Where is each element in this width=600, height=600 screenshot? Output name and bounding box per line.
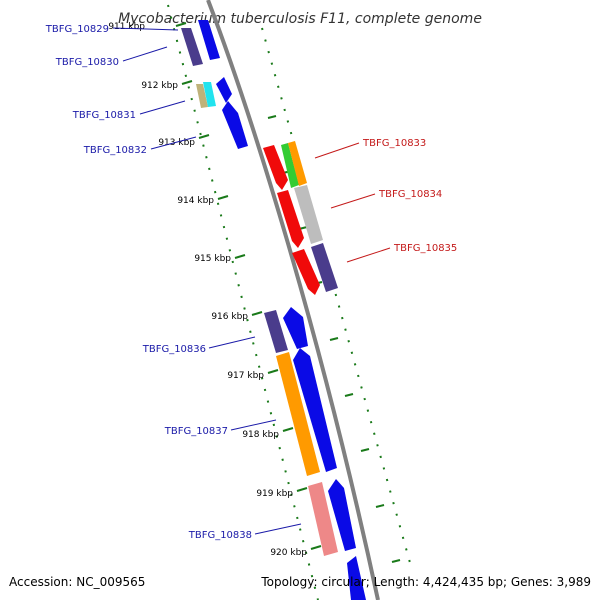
gene-feature-tbfg-10838-blue <box>328 479 356 551</box>
gene-feature-tbfg-10836-navy <box>264 310 288 353</box>
tick-labels: 911 kbp 912 kbp 913 kbp 914 kbp 915 kbp 916 k… <box>108 22 307 558</box>
tick-label: 912 kbp <box>141 81 178 91</box>
gene-label-line-tbfg-10838 <box>254 523 302 535</box>
gene-feature-tbfg-10833-green <box>281 143 299 188</box>
gene-label[interactable]: TBFG_10838 <box>188 530 252 541</box>
gene-label[interactable]: TBFG_10831 <box>72 110 136 121</box>
tick-mark <box>329 337 339 341</box>
gene-features <box>181 20 366 600</box>
gene-feature-tbfg-10830 <box>198 20 220 60</box>
tick-label: 911 kbp <box>108 22 145 32</box>
ruler-line-right <box>261 27 413 571</box>
tick-label: 920 kbp <box>270 548 307 558</box>
gene-label-line-tbfg-10832 <box>150 136 197 150</box>
tick-mark <box>360 448 370 452</box>
tick-mark <box>198 134 210 139</box>
tick-mark <box>296 487 308 492</box>
gene-label[interactable]: TBFG_10832 <box>83 145 147 156</box>
tick-label: 916 kbp <box>211 312 248 322</box>
gene-label[interactable]: TBFG_10834 <box>378 189 442 200</box>
genome-summary-text: Topology: circular; Length: 4,424,435 bp… <box>260 575 591 589</box>
gene-label-line-tbfg-10831 <box>139 100 186 115</box>
tick-mark <box>344 393 354 397</box>
gene-feature-tbfg-10837-blue <box>293 348 337 472</box>
gene-label-line-tbfg-10829 <box>112 27 179 31</box>
gene-label-line-tbfg-10835 <box>346 247 391 263</box>
tick-label: 915 kbp <box>194 254 231 264</box>
genome-backbone <box>206 0 380 600</box>
tick-mark <box>375 504 385 508</box>
tick-mark <box>282 427 294 432</box>
tick-label: 913 kbp <box>158 138 195 148</box>
tick-label: 919 kbp <box>256 489 293 499</box>
gene-feature-tbfg-10838-pink <box>308 482 338 556</box>
gene-feature-tbfg-10834-silver <box>294 185 323 244</box>
tick-mark <box>310 545 322 550</box>
gene-feature-tbfg-10832 <box>222 101 248 149</box>
tick-label: 914 kbp <box>177 196 214 206</box>
gene-feature-tbfg-10833-red <box>263 145 288 190</box>
gene-feature-tbfg-10834-red <box>277 190 304 248</box>
tick-mark <box>181 80 193 85</box>
gene-feature-next <box>347 556 366 600</box>
gene-label-line-tbfg-10833 <box>314 142 360 159</box>
tick-mark <box>234 254 246 259</box>
gene-label[interactable]: TBFG_10833 <box>362 138 426 149</box>
gene-feature-tbfg-10835-navy <box>311 243 338 292</box>
gene-label-line-tbfg-10830 <box>122 46 168 62</box>
gene-feature-tbfg-10837-orange <box>276 352 320 476</box>
dotted-ruler-lines <box>167 4 413 600</box>
gene-feature-tbfg-10831-c <box>216 77 232 103</box>
tick-mark <box>267 369 279 374</box>
gene-label-line-tbfg-10837 <box>230 419 277 431</box>
tick-mark <box>217 195 229 200</box>
gene-feature-tbfg-10835-red <box>292 249 320 295</box>
gene-label[interactable]: TBFG_10837 <box>164 426 228 437</box>
gene-feature-tbfg-10833-orange <box>288 141 307 186</box>
gene-label[interactable]: TBFG_10830 <box>55 57 119 68</box>
tick-mark <box>391 559 401 563</box>
gene-label-line-tbfg-10836 <box>208 336 256 349</box>
tick-mark <box>175 22 187 27</box>
tick-mark <box>267 115 277 119</box>
gene-feature-tbfg-10831-a <box>196 84 208 108</box>
accession-text: Accession: NC_009565 <box>9 575 145 589</box>
gene-feature-tbfg-10836-blue <box>283 307 308 349</box>
tick-label: 917 kbp <box>227 371 264 381</box>
gene-label-line-tbfg-10834 <box>330 193 376 209</box>
tick-mark <box>251 311 263 316</box>
tick-label: 918 kbp <box>242 430 279 440</box>
gene-label[interactable]: TBFG_10836 <box>142 344 206 355</box>
gene-feature-tbfg-10831-b <box>203 82 216 107</box>
gene-labels: TBFG_10829 TBFG_10830 TBFG_10831 TBFG_10832… <box>45 24 458 541</box>
gene-label[interactable]: TBFG_10835 <box>393 243 457 254</box>
gene-label-lines <box>112 27 391 535</box>
gene-feature-tbfg-10829 <box>181 28 203 66</box>
gene-label[interactable]: TBFG_10829 <box>45 24 109 35</box>
map-title: Mycobacterium tuberculosis F11, complete… <box>118 11 482 27</box>
